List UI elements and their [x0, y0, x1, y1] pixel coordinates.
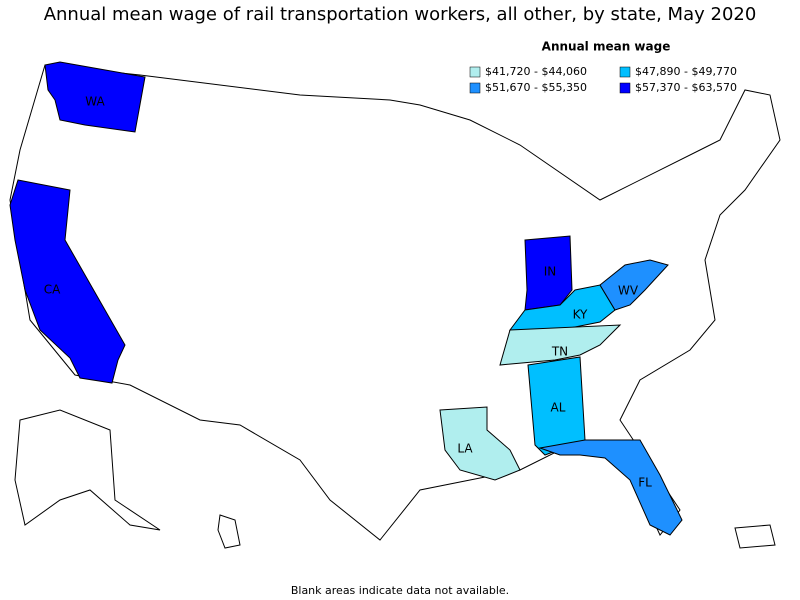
legend-swatch — [469, 82, 481, 94]
legend-label: $47,890 - $49,770 — [635, 65, 737, 78]
state-label: KY — [573, 308, 588, 322]
state — [538, 439, 683, 536]
legend-swatch — [619, 66, 631, 78]
state-label: LA — [457, 442, 473, 456]
state-label: IN — [544, 265, 557, 279]
state-label: WA — [85, 95, 105, 109]
state — [599, 259, 669, 311]
us-outline — [9, 64, 781, 541]
hawaii — [217, 514, 241, 549]
state-label: CA — [44, 283, 61, 297]
legend-swatch — [469, 66, 481, 78]
map-title: Annual mean wage of rail transportation … — [44, 4, 757, 25]
state-label: AL — [551, 401, 566, 415]
state — [439, 406, 521, 481]
state — [44, 61, 146, 133]
legend-swatch — [619, 82, 631, 94]
legend-label: $51,670 - $55,350 — [485, 81, 587, 94]
legend-label: $57,370 - $63,570 — [635, 81, 737, 94]
state — [9, 179, 126, 384]
state — [499, 324, 622, 366]
state-label: TN — [551, 345, 568, 359]
alaska — [14, 409, 161, 531]
footnote: Blank areas indicate data not available. — [291, 584, 509, 597]
puerto-rico — [734, 524, 776, 549]
state-label: WV — [618, 284, 639, 298]
legend-label: $41,720 - $44,060 — [485, 65, 587, 78]
legend-title: Annual mean wage — [542, 40, 671, 54]
state-label: FL — [638, 476, 652, 490]
